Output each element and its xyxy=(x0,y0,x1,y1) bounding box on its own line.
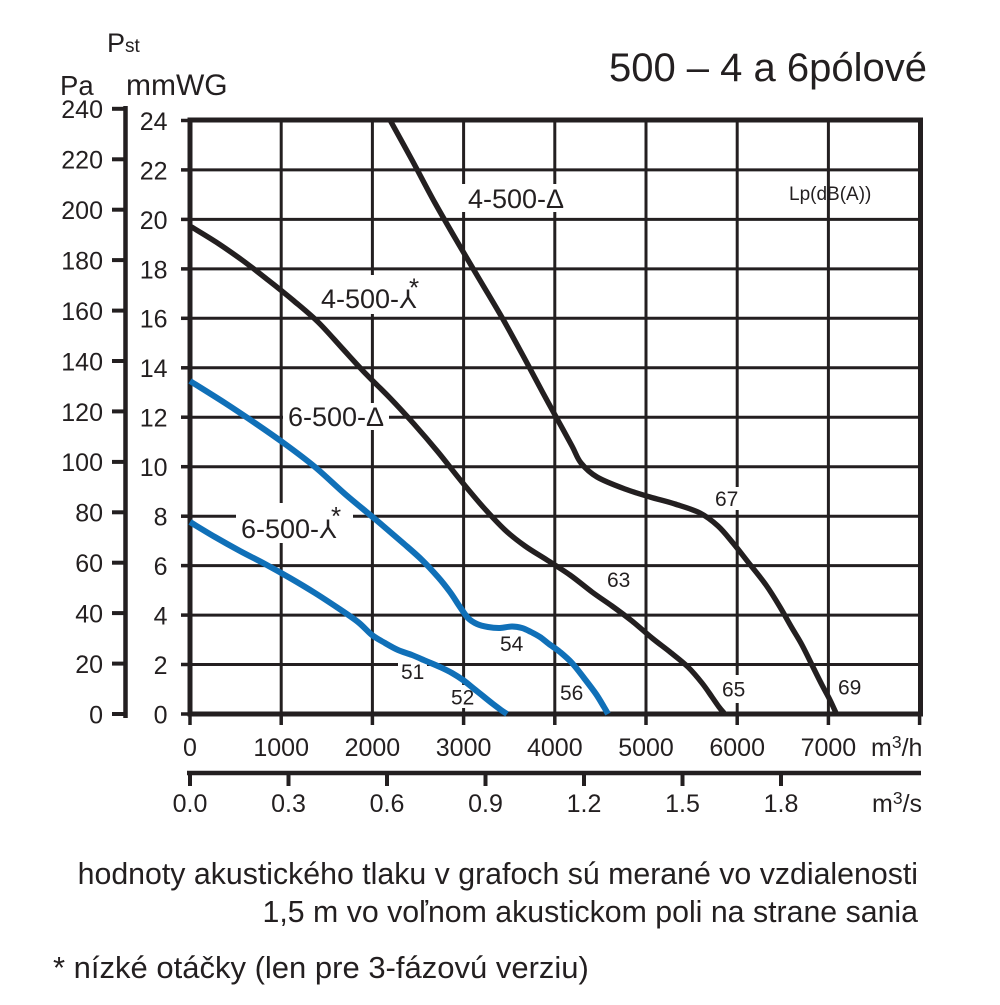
svg-text:8: 8 xyxy=(154,504,168,532)
svg-text:0: 0 xyxy=(183,734,197,762)
svg-text:140: 140 xyxy=(61,348,103,376)
svg-text:Lp(dB(A)): Lp(dB(A)) xyxy=(789,184,871,205)
svg-text:* nízké otáčky (len pre 3-fázo: * nízké otáčky (len pre 3-fázovú verziu) xyxy=(53,950,589,985)
svg-text:1.8: 1.8 xyxy=(764,790,799,818)
svg-text:180: 180 xyxy=(61,248,103,276)
svg-text:220: 220 xyxy=(61,147,103,175)
svg-text:1.2: 1.2 xyxy=(567,790,602,818)
svg-text:51: 51 xyxy=(401,661,424,684)
svg-text:40: 40 xyxy=(75,601,103,629)
svg-text:240: 240 xyxy=(61,96,103,124)
svg-text:10: 10 xyxy=(140,454,168,482)
svg-text:mmWG: mmWG xyxy=(126,69,228,102)
svg-text:14: 14 xyxy=(140,355,168,383)
svg-text:60: 60 xyxy=(75,550,103,578)
svg-text:100: 100 xyxy=(61,449,103,477)
svg-text:*: * xyxy=(409,273,419,303)
svg-text:4000: 4000 xyxy=(527,734,583,762)
svg-text:12: 12 xyxy=(140,405,168,433)
svg-text:69: 69 xyxy=(838,677,861,700)
svg-text:0.9: 0.9 xyxy=(468,790,503,818)
svg-text:56: 56 xyxy=(560,682,583,705)
svg-text:16: 16 xyxy=(140,306,168,334)
svg-text:4: 4 xyxy=(154,603,168,631)
svg-text:0.3: 0.3 xyxy=(271,790,306,818)
svg-text:2: 2 xyxy=(154,652,168,680)
svg-text:0.0: 0.0 xyxy=(173,790,208,818)
svg-text:Y: Y xyxy=(399,284,417,314)
svg-text:20: 20 xyxy=(75,651,103,679)
svg-text:80: 80 xyxy=(75,500,103,528)
svg-text:2000: 2000 xyxy=(345,734,401,762)
svg-text:4-500-Δ: 4-500-Δ xyxy=(468,184,564,214)
svg-text:160: 160 xyxy=(61,298,103,326)
svg-text:24: 24 xyxy=(140,108,168,136)
svg-text:200: 200 xyxy=(61,197,103,225)
svg-text:0.6: 0.6 xyxy=(370,790,405,818)
svg-text:63: 63 xyxy=(607,569,630,592)
svg-text:6000: 6000 xyxy=(709,734,765,762)
svg-text:120: 120 xyxy=(61,399,103,427)
svg-text:5000: 5000 xyxy=(618,734,674,762)
svg-text:4-500-: 4-500- xyxy=(321,284,399,314)
svg-text:3000: 3000 xyxy=(436,734,492,762)
svg-text:7000: 7000 xyxy=(801,734,857,762)
svg-text:6: 6 xyxy=(154,553,168,581)
svg-text:67: 67 xyxy=(715,488,738,511)
svg-text:1000: 1000 xyxy=(253,734,309,762)
svg-text:65: 65 xyxy=(722,679,745,702)
svg-text:0: 0 xyxy=(154,701,168,729)
svg-text:54: 54 xyxy=(500,633,524,656)
svg-text:Pa: Pa xyxy=(60,70,94,101)
svg-text:20: 20 xyxy=(140,207,168,235)
svg-text:500 – 4 a 6pólové: 500 – 4 a 6pólové xyxy=(609,46,927,90)
svg-text:0: 0 xyxy=(89,701,103,729)
svg-text:18: 18 xyxy=(140,256,168,284)
svg-text:6-500-Δ: 6-500-Δ xyxy=(288,402,384,432)
svg-text:hodnoty akustického tlaku v gr: hodnoty akustického tlaku v grafoch sú m… xyxy=(78,858,918,891)
svg-text:1,5 m vo voľnom akustickom pol: 1,5 m vo voľnom akustickom poli na stran… xyxy=(263,896,919,929)
svg-text:6-500-: 6-500- xyxy=(241,514,319,544)
svg-text:Y: Y xyxy=(319,514,337,544)
svg-text:*: * xyxy=(331,501,341,531)
svg-text:1.5: 1.5 xyxy=(665,790,700,818)
svg-text:22: 22 xyxy=(140,157,168,185)
svg-text:52: 52 xyxy=(451,687,474,710)
